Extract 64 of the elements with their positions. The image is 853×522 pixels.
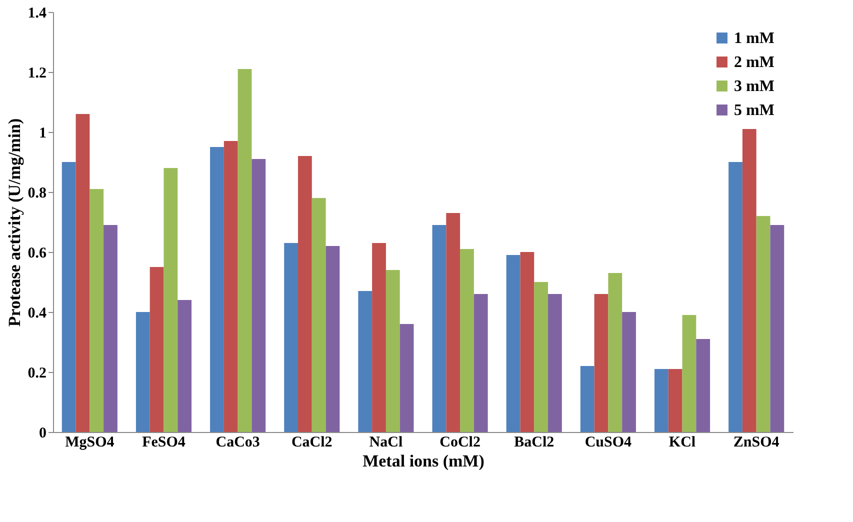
y-axis-title: Protease activity (U/mg/min) [4, 118, 24, 327]
y-tick-label: 1 [39, 126, 46, 142]
x-tick-label: CoCl2 [440, 434, 480, 450]
x-tick-label: MgSO4 [65, 434, 115, 450]
legend-label: 3 mM [734, 78, 774, 95]
bar [386, 270, 400, 432]
bar [284, 243, 298, 432]
bar [742, 129, 756, 432]
bar [446, 213, 460, 432]
bar [654, 369, 668, 432]
bar [238, 69, 252, 432]
bar [326, 246, 340, 432]
bar [164, 168, 178, 432]
bar [358, 291, 372, 432]
bar [136, 312, 150, 432]
bar [622, 312, 636, 432]
bar [150, 267, 164, 432]
bar [178, 300, 192, 432]
bar [728, 162, 742, 432]
x-tick-label: CuSO4 [584, 434, 632, 450]
x-tick-label: KCl [668, 434, 696, 450]
bar [548, 294, 562, 432]
x-tick-label: CaCo3 [216, 434, 260, 450]
bar [474, 294, 488, 432]
bar [520, 252, 534, 432]
x-tick-label: NaCl [369, 434, 403, 450]
bar [580, 366, 594, 432]
bar [62, 162, 76, 432]
x-axis-title: Metal ions (mM) [362, 452, 484, 470]
bar [90, 189, 104, 432]
bar [298, 156, 312, 432]
bar [76, 114, 90, 432]
x-tick-label: ZnSO4 [733, 434, 780, 450]
legend-label: 1 mM [734, 30, 774, 47]
bar [104, 225, 118, 432]
y-tick-label: 1.4 [28, 6, 47, 22]
bar [668, 369, 682, 432]
bar [372, 243, 386, 432]
bar [608, 273, 622, 432]
bar [432, 225, 446, 432]
bar [756, 216, 770, 432]
bar [252, 159, 266, 432]
bar [682, 315, 696, 432]
legend-label: 5 mM [734, 102, 774, 119]
y-tick-label: 0 [39, 426, 46, 442]
bar [594, 294, 608, 432]
bar [210, 147, 224, 432]
bar [770, 225, 784, 432]
y-tick-label: 0.2 [28, 366, 46, 382]
bar [460, 249, 474, 432]
y-tick-label: 0.4 [28, 306, 47, 322]
legend-label: 2 mM [734, 54, 774, 71]
y-tick-label: 1.2 [28, 66, 46, 82]
bar [534, 282, 548, 432]
x-tick-label: BaCl2 [514, 434, 554, 450]
y-tick-label: 0.8 [28, 186, 46, 202]
x-tick-label: FeSO4 [142, 434, 186, 450]
bar [506, 255, 520, 432]
bar [696, 339, 710, 432]
bar [224, 141, 238, 432]
y-tick-label: 0.6 [28, 246, 47, 262]
bar [400, 324, 414, 432]
bar [312, 198, 326, 432]
x-tick-label: CaCl2 [291, 434, 332, 450]
